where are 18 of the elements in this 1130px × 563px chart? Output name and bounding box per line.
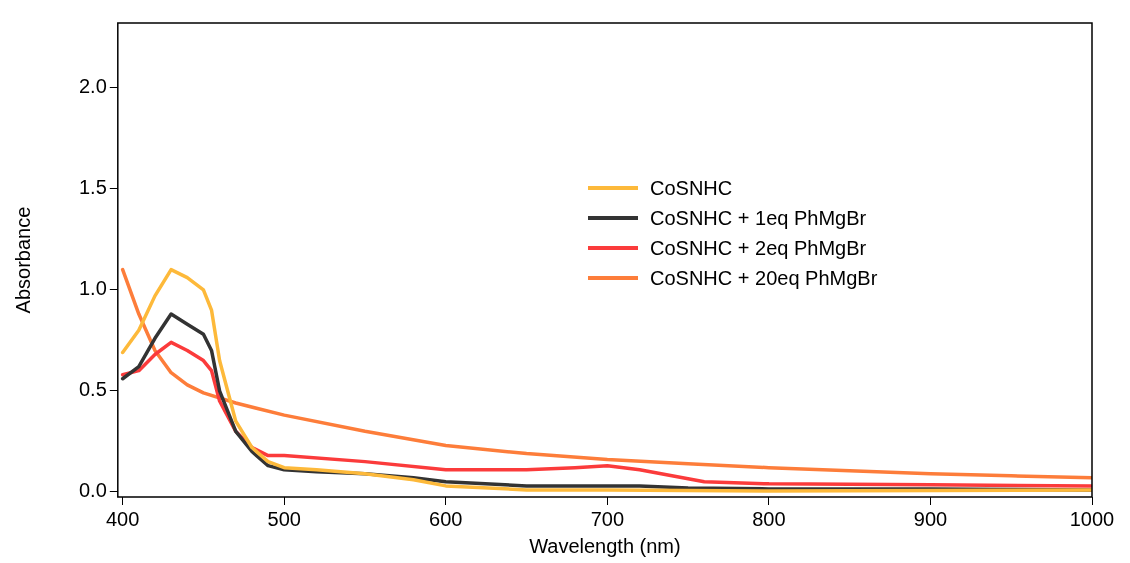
x-tick-label: 400	[105, 507, 140, 530]
x-tick-label: 600	[429, 507, 463, 530]
x-tick-label: 800	[752, 507, 786, 530]
legend-label: CoSNHC	[650, 176, 733, 201]
y-axis-title: Absorbance	[11, 206, 34, 314]
x-tick-label: 500	[267, 507, 301, 530]
y-tick-label: 0.5	[78, 378, 107, 401]
x-tick-label: 900	[913, 507, 948, 530]
y-tick-label: 2.0	[78, 75, 107, 98]
x-axis-title: Wavelength (nm)	[529, 534, 681, 557]
x-tick-label: 700	[590, 507, 625, 530]
y-tick-label: 1.0	[78, 277, 107, 300]
y-tick-label: 0.0	[78, 479, 107, 502]
legend-label: CoSNHC + 1eq PhMgBr	[650, 206, 867, 231]
x-tick-label: 1000	[1069, 507, 1115, 530]
legend-label: CoSNHC + 20eq PhMgBr	[650, 266, 878, 291]
y-tick-label: 1.5	[78, 176, 107, 199]
legend-label: CoSNHC + 2eq PhMgBr	[650, 236, 867, 261]
